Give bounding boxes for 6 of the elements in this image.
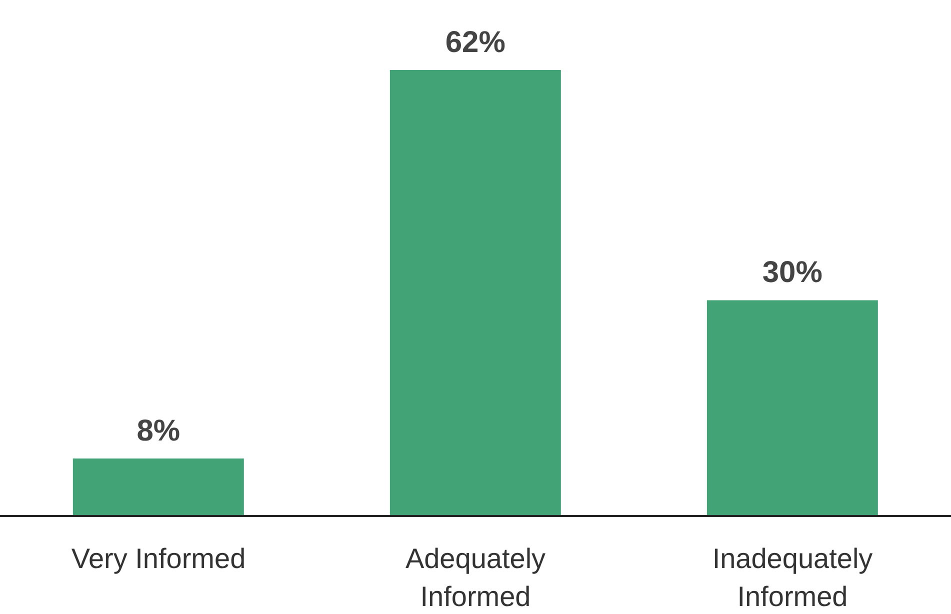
data-label: 8% bbox=[136, 414, 180, 448]
data-label: 62% bbox=[445, 26, 506, 59]
x-tick-label: Inadequately Informed bbox=[712, 543, 873, 612]
x-tick-label: Very Informed bbox=[71, 543, 246, 574]
x-tick-label: Adequately Informed bbox=[405, 543, 546, 612]
data-label: 30% bbox=[762, 256, 822, 290]
